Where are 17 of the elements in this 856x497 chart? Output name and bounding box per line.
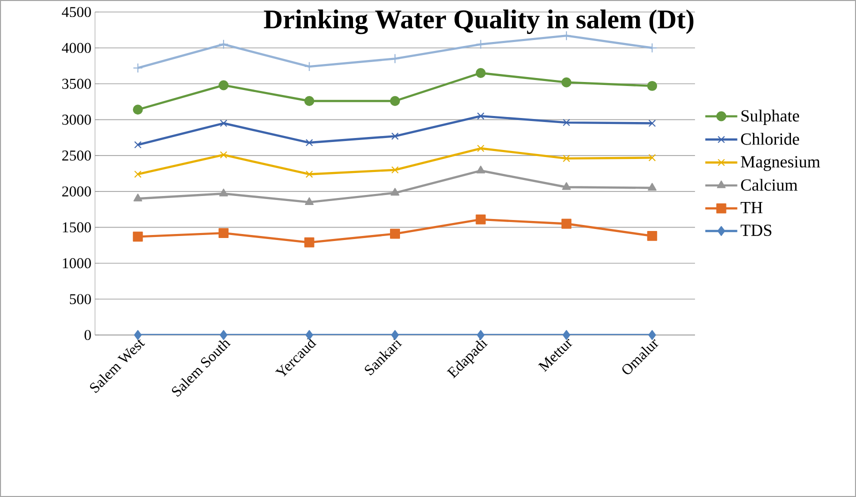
y-tick-label: 4500	[62, 6, 91, 18]
y-tick-label: 2500	[62, 150, 91, 161]
y-tick-label: 0	[84, 330, 91, 340]
chart-title: Drinking Water Quality in salem (Dt)	[264, 10, 694, 34]
y-tick-label: 1000	[62, 258, 91, 268]
legend-label: Chloride	[741, 132, 800, 145]
y-tick-label: 3500	[62, 78, 91, 89]
legend-label: TH	[740, 202, 762, 214]
legend-label: Calcium	[741, 178, 798, 191]
y-tick-label: 500	[70, 294, 91, 304]
y-tick-label: 2000	[62, 186, 91, 196]
legend-label: Sulphate	[742, 110, 800, 126]
y-tick-label: 1500	[62, 222, 91, 232]
legend-label: Magnesium	[740, 156, 820, 171]
legend-label: TDS	[740, 224, 772, 236]
y-tick-label: 4000	[62, 42, 91, 53]
y-tick-label: 3000	[62, 114, 91, 125]
